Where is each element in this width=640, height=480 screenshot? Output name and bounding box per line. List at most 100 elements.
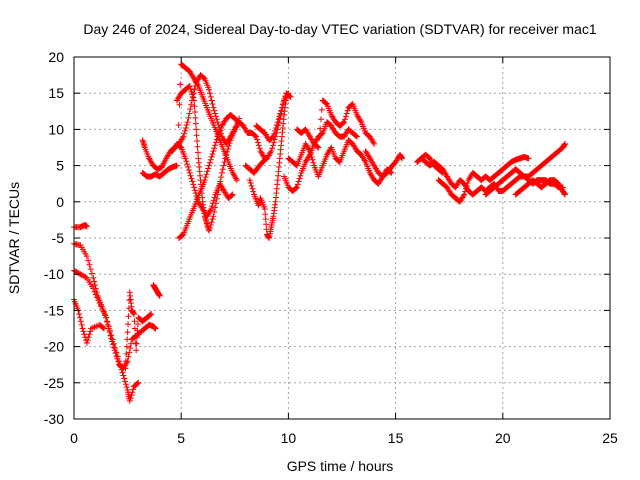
data-point	[194, 81, 201, 88]
data-point	[173, 162, 180, 169]
data-point	[148, 311, 155, 318]
data-point	[211, 145, 218, 152]
data-point	[126, 349, 133, 356]
data-point	[212, 204, 219, 211]
data-point	[186, 110, 193, 117]
data-point	[105, 325, 112, 332]
data-point	[78, 321, 85, 328]
data-point	[106, 329, 113, 336]
data-point	[210, 104, 217, 111]
data-point	[134, 327, 141, 334]
data-point	[185, 166, 192, 173]
series-track-e	[122, 289, 155, 372]
data-point	[182, 155, 189, 162]
data-point	[273, 122, 280, 129]
data-point	[95, 297, 102, 304]
data-point	[370, 139, 377, 146]
data-point	[205, 165, 212, 172]
series-track-w	[414, 151, 446, 176]
data-point	[133, 340, 140, 347]
data-point	[315, 144, 322, 151]
data-point	[181, 130, 188, 137]
data-point	[221, 158, 228, 165]
data-point	[353, 132, 360, 139]
data-point	[101, 311, 108, 318]
data-point	[127, 345, 134, 352]
data-point	[120, 372, 127, 379]
data-point	[211, 107, 218, 114]
data-point	[249, 185, 256, 192]
data-point	[191, 103, 198, 110]
data-point	[210, 213, 217, 220]
data-point	[439, 169, 446, 176]
data-point	[399, 155, 406, 162]
data-point	[110, 344, 117, 351]
data-point	[206, 227, 213, 234]
data-point	[287, 93, 294, 100]
data-point	[269, 145, 276, 152]
data-point	[123, 384, 130, 391]
data-point	[186, 169, 193, 176]
data-point	[192, 114, 199, 121]
data-point	[89, 270, 96, 277]
data-point	[277, 110, 284, 117]
data-point	[191, 187, 198, 194]
data-point	[220, 162, 227, 169]
y-tick-label: -25	[44, 375, 64, 391]
data-point	[361, 157, 368, 164]
data-point	[308, 153, 315, 160]
data-point	[122, 358, 129, 365]
data-point	[194, 195, 201, 202]
data-point	[561, 140, 568, 147]
data-point	[357, 117, 364, 124]
data-point	[262, 211, 269, 218]
data-point	[233, 175, 240, 182]
data-point	[354, 133, 361, 140]
series-track-p	[293, 97, 378, 151]
data-point	[213, 116, 220, 123]
data-point	[340, 119, 347, 126]
data-point	[293, 184, 300, 191]
data-point	[77, 314, 84, 321]
data-point	[87, 266, 94, 273]
data-point	[125, 313, 132, 320]
data-point	[193, 193, 200, 200]
data-point	[256, 145, 263, 152]
data-point	[342, 113, 349, 120]
series-track-i	[176, 111, 268, 241]
data-point	[184, 161, 191, 168]
data-point	[224, 145, 231, 152]
series-track-r	[362, 148, 406, 180]
data-point	[296, 175, 303, 182]
y-axis-label: SDTVAR / TECUs	[6, 182, 22, 294]
data-point	[131, 311, 138, 318]
data-point	[191, 86, 198, 93]
data-point	[252, 132, 259, 139]
data-point	[297, 172, 304, 179]
series-track-o	[281, 119, 361, 194]
data-point	[80, 328, 87, 335]
y-tick-label: 10	[48, 121, 64, 137]
data-point	[135, 379, 142, 386]
data-point	[96, 300, 103, 307]
data-point	[194, 143, 201, 150]
series-track-q	[285, 137, 395, 187]
data-point	[190, 94, 197, 101]
data-point	[210, 197, 217, 204]
data-point	[225, 143, 232, 150]
data-point	[132, 339, 139, 346]
data-point	[85, 334, 92, 341]
data-point	[305, 146, 312, 153]
series-track-v	[512, 177, 568, 198]
data-point	[208, 97, 215, 104]
data-point	[294, 181, 301, 188]
data-point	[371, 140, 378, 147]
data-point	[211, 194, 218, 201]
data-point	[111, 347, 118, 354]
data-point	[210, 148, 217, 155]
data-point	[223, 151, 230, 158]
data-point	[463, 182, 470, 189]
data-point	[272, 124, 279, 131]
x-tick-label: 0	[70, 430, 78, 446]
data-point	[286, 93, 293, 100]
